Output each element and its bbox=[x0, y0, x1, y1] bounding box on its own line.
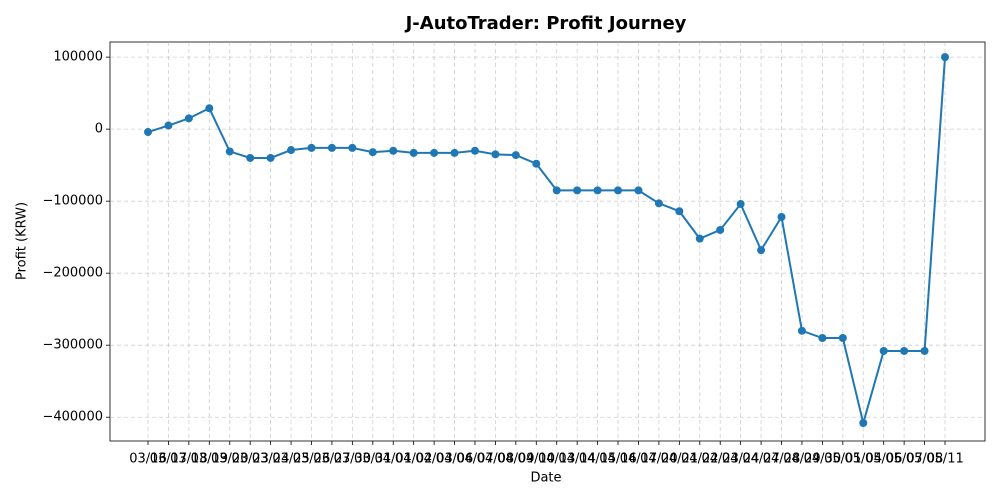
point bbox=[470, 146, 479, 155]
x-tick-label: 04/17 bbox=[620, 452, 657, 467]
y-tick-label: 100000 bbox=[53, 50, 103, 65]
point bbox=[593, 186, 602, 195]
x-tick-label: 05/08 bbox=[906, 452, 943, 467]
point bbox=[614, 186, 623, 195]
x-tick-label: 04/13 bbox=[538, 452, 575, 467]
x-tick-label: 04/27 bbox=[742, 452, 779, 467]
x-tick-label: 05/06 bbox=[865, 452, 902, 467]
point bbox=[287, 146, 296, 155]
point bbox=[797, 326, 806, 335]
point bbox=[368, 148, 377, 157]
point bbox=[634, 186, 643, 195]
point bbox=[409, 148, 418, 157]
point bbox=[859, 418, 868, 427]
x-tick-label: 05/11 bbox=[926, 452, 963, 467]
x-tick-label: 04/07 bbox=[456, 452, 493, 467]
y-tick-label: 0 bbox=[95, 122, 103, 137]
point bbox=[716, 225, 725, 234]
point bbox=[184, 114, 193, 123]
point bbox=[144, 128, 152, 137]
x-tick-label: 03/23 bbox=[231, 452, 268, 467]
point bbox=[695, 234, 704, 243]
x-tick-label: 04/10 bbox=[518, 452, 555, 467]
y-axis-label: Profit (KRW) bbox=[15, 202, 30, 280]
x-tick-label: 05/01 bbox=[824, 452, 861, 467]
point bbox=[266, 153, 275, 162]
x-tick-label: 04/24 bbox=[722, 452, 759, 467]
plot-frame bbox=[109, 41, 986, 442]
x-tick-label: 04/16 bbox=[599, 452, 636, 467]
x-tick-label: 04/30 bbox=[804, 452, 841, 467]
chart-title: J-AutoTrader: Profit Journey bbox=[404, 13, 687, 34]
point bbox=[246, 153, 255, 162]
y-tick-label: −400000 bbox=[42, 410, 103, 425]
y-tick-label: −300000 bbox=[42, 338, 103, 353]
point bbox=[777, 213, 786, 222]
point bbox=[348, 143, 357, 152]
point bbox=[838, 334, 847, 343]
point bbox=[879, 346, 888, 355]
x-tick-label: 04/28 bbox=[763, 452, 800, 467]
x-tick-label: 03/20 bbox=[211, 452, 248, 467]
x-axis-label: Date bbox=[530, 471, 561, 486]
point bbox=[491, 150, 500, 159]
point bbox=[225, 147, 234, 156]
point bbox=[164, 121, 173, 130]
x-tick-label: 03/31 bbox=[354, 452, 391, 467]
x-tick-label: 04/06 bbox=[436, 452, 473, 467]
point bbox=[552, 186, 561, 195]
y-tick-label: −200000 bbox=[42, 266, 103, 281]
x-tick-label: 04/23 bbox=[701, 452, 738, 467]
x-tick-label: 05/07 bbox=[885, 452, 922, 467]
x-tick-label: 03/26 bbox=[293, 452, 330, 467]
x-tick-label: 04/09 bbox=[497, 452, 534, 467]
point bbox=[920, 346, 929, 355]
y-tick-label: −100000 bbox=[42, 194, 103, 209]
x-tick-label: 04/29 bbox=[783, 452, 820, 467]
point bbox=[389, 146, 398, 155]
x-tick-label: 05/04 bbox=[845, 452, 882, 467]
x-tick-label: 04/21 bbox=[661, 452, 698, 467]
x-tick-label: 04/20 bbox=[640, 452, 677, 467]
x-tick-label: 04/08 bbox=[477, 452, 514, 467]
x-tick-label: 04/01 bbox=[374, 452, 411, 467]
point bbox=[736, 200, 745, 209]
x-tick-label: 03/27 bbox=[313, 452, 350, 467]
point bbox=[327, 143, 336, 152]
point bbox=[818, 334, 827, 343]
point bbox=[511, 151, 520, 160]
x-tick-label: 03/30 bbox=[334, 452, 371, 467]
point bbox=[757, 246, 766, 255]
x-tick-label: 03/24 bbox=[252, 452, 289, 467]
x-tick-label: 04/14 bbox=[558, 452, 595, 467]
point bbox=[532, 159, 541, 168]
point bbox=[430, 148, 439, 157]
point bbox=[307, 143, 316, 152]
x-tick-label: 03/18 bbox=[170, 452, 207, 467]
point bbox=[900, 346, 909, 355]
point bbox=[654, 199, 663, 208]
x-tick-label: 03/19 bbox=[191, 452, 228, 467]
point bbox=[573, 186, 582, 195]
x-tick-label: 04/22 bbox=[681, 452, 718, 467]
point bbox=[941, 53, 949, 62]
line bbox=[147, 57, 946, 427]
x-tick-label: 03/17 bbox=[150, 452, 187, 467]
x-tick-label: 04/15 bbox=[579, 452, 616, 467]
x-tick-label: 04/03 bbox=[415, 452, 452, 467]
point bbox=[675, 207, 684, 216]
x-tick-label: 04/02 bbox=[395, 452, 432, 467]
point bbox=[205, 104, 214, 113]
x-tick-label: 03/25 bbox=[272, 452, 309, 467]
point bbox=[450, 148, 459, 157]
x-tick-label: 03/16 bbox=[129, 452, 166, 467]
